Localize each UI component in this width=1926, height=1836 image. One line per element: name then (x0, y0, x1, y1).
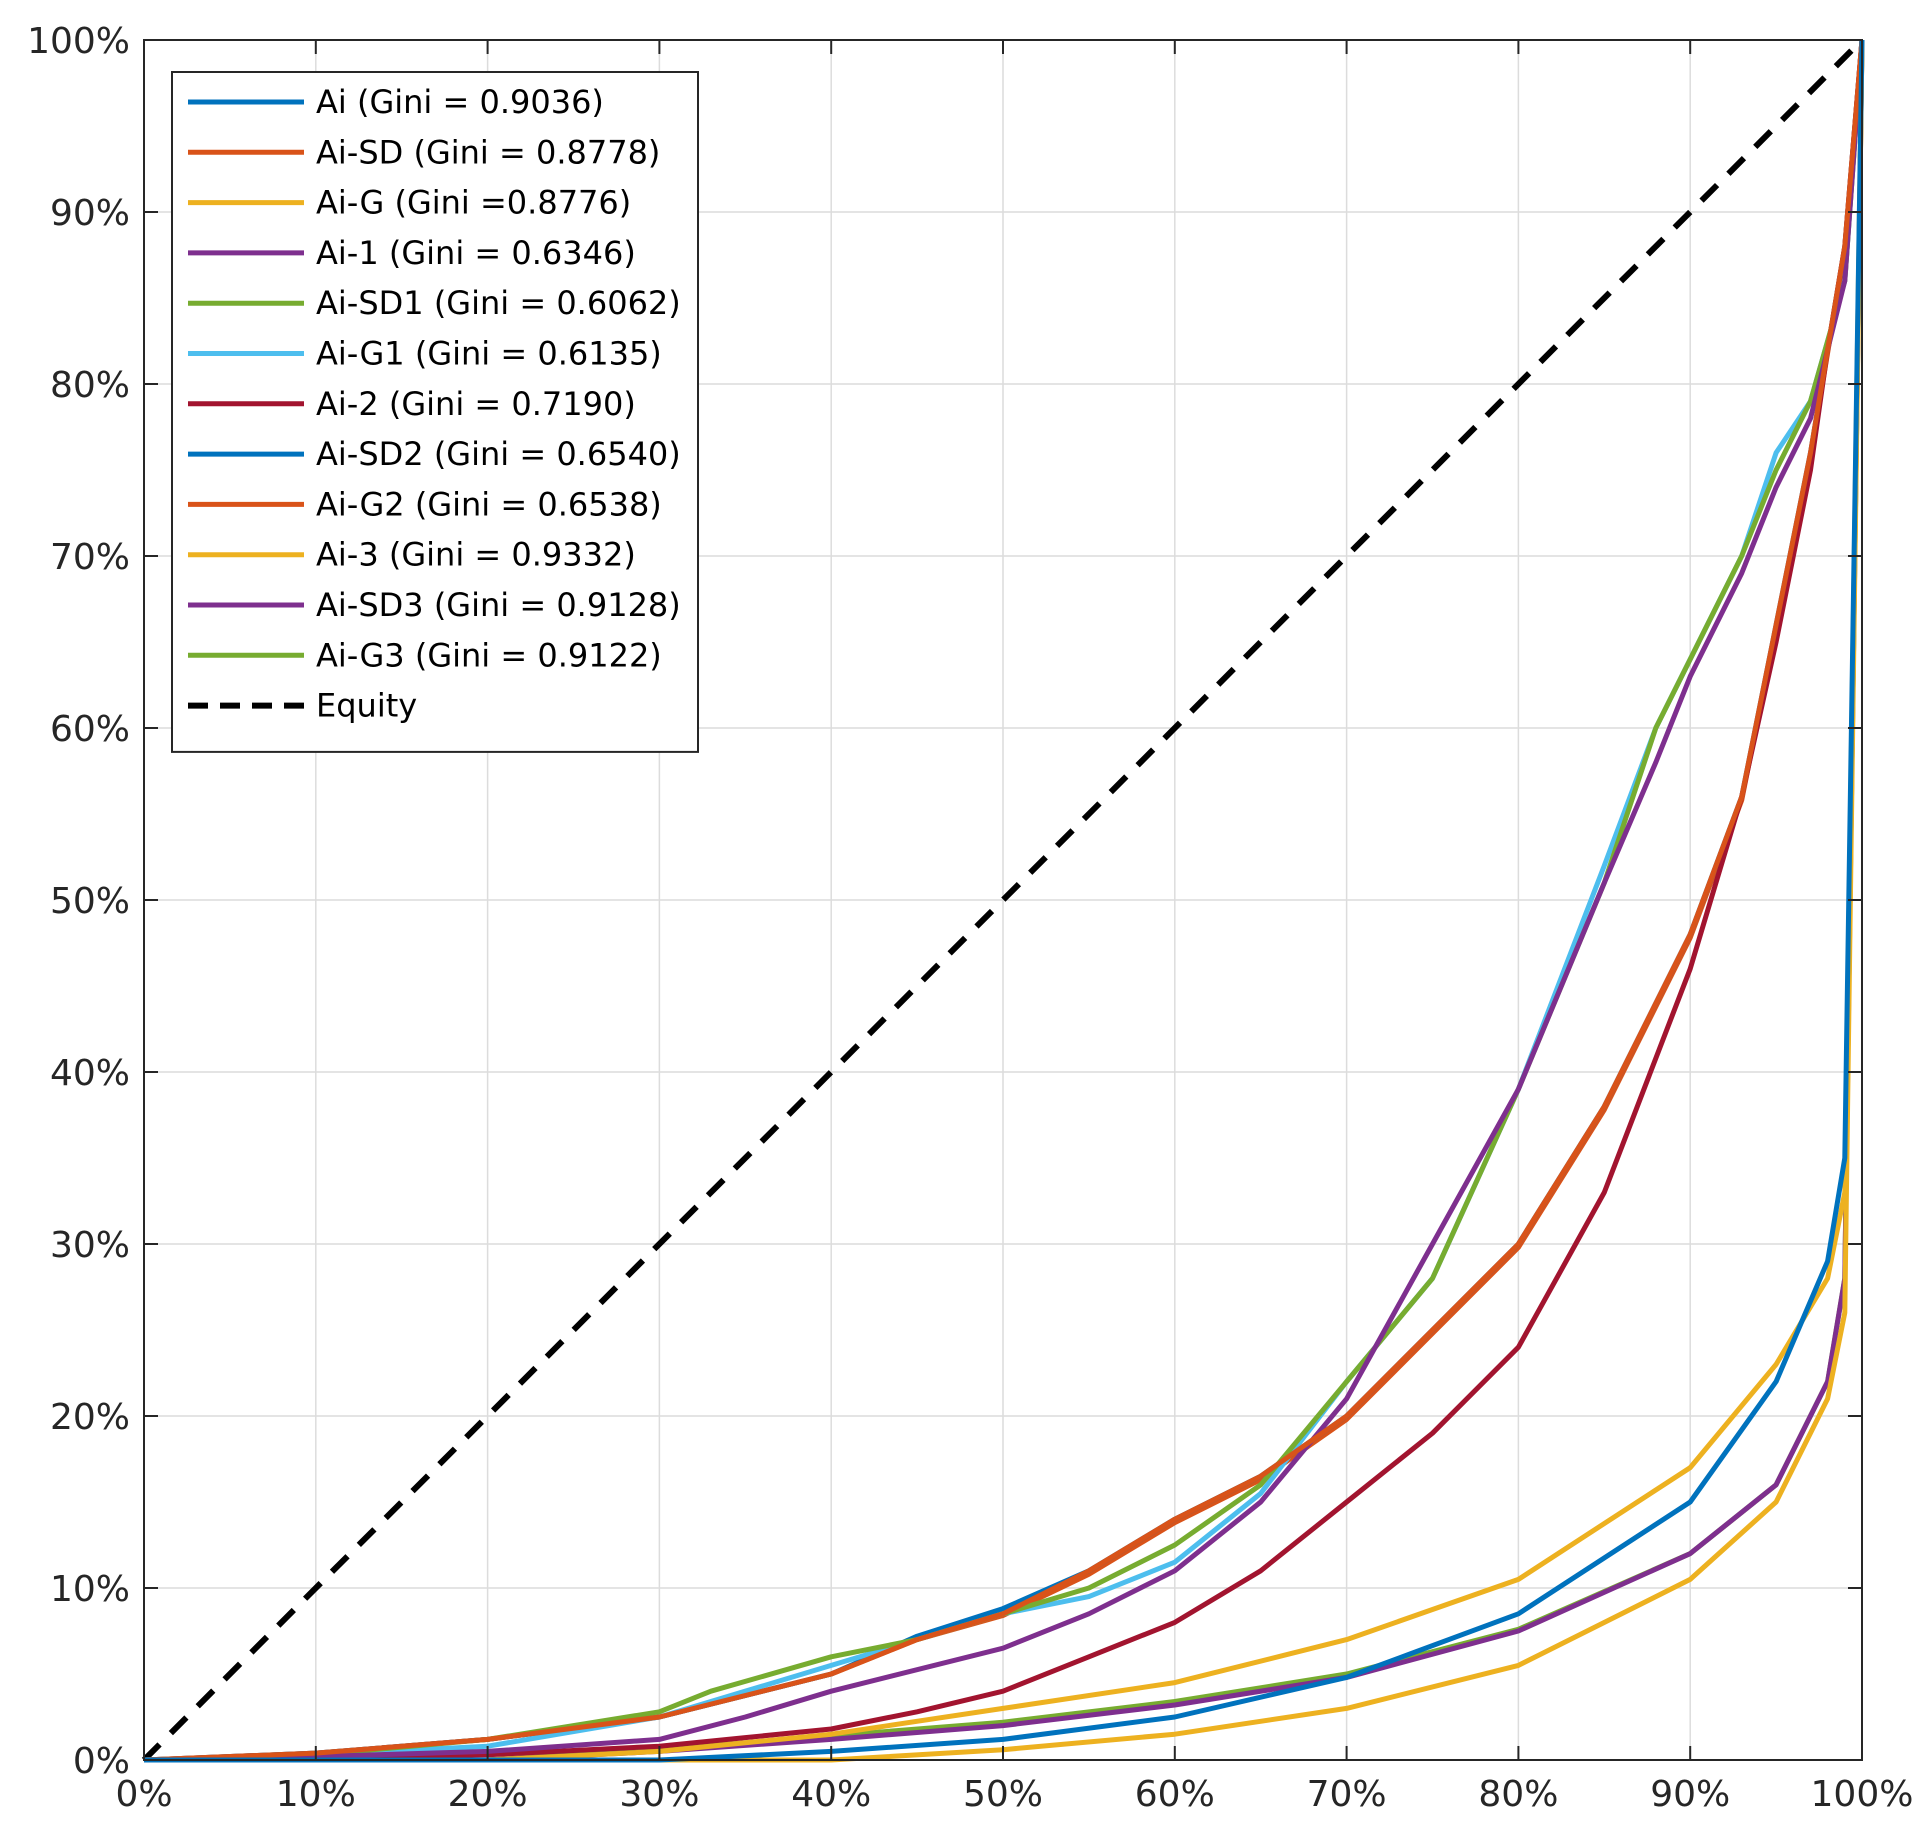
legend-label-5: Ai-G1 (Gini = 0.6135) (316, 335, 662, 373)
series-lines (141, 37, 1865, 1763)
y-tick-label: 0% (73, 1741, 130, 1782)
y-tick-label: 30% (50, 1225, 130, 1266)
x-tick-label: 90% (1650, 1774, 1730, 1815)
x-tick-label: 50% (963, 1774, 1043, 1815)
legend-label-2: Ai-G (Gini =0.8776) (316, 184, 631, 222)
legend-label-9: Ai-3 (Gini = 0.9332) (316, 536, 636, 574)
legend-label-11: Ai-G3 (Gini = 0.9122) (316, 636, 662, 674)
series-line-0 (144, 39, 1865, 1763)
legend-label-10: Ai-SD3 (Gini = 0.9128) (316, 586, 681, 624)
series-line-3 (143, 39, 1865, 1763)
x-tick-label: 80% (1478, 1774, 1558, 1815)
x-tick-label: 10% (276, 1774, 356, 1815)
y-tick-label: 10% (50, 1569, 130, 1610)
x-tick-label: 0% (115, 1774, 172, 1815)
x-tick-label: 40% (791, 1774, 871, 1815)
y-tick-label: 40% (50, 1053, 130, 1094)
legend: Ai (Gini = 0.9036) Ai-SD (Gini = 0.8778) A… (171, 71, 699, 753)
y-tick-label: 100% (27, 21, 130, 62)
legend-box (171, 71, 699, 753)
x-tick-label: 30% (619, 1774, 699, 1815)
legend-label-0: Ai (Gini = 0.9036) (316, 83, 604, 121)
series-line-4 (143, 39, 1865, 1763)
series-line-1 (143, 39, 1865, 1763)
legend-label-12: Equity (316, 687, 417, 725)
x-tick-label: 100% (1811, 1774, 1914, 1815)
series-line-12 (141, 37, 1865, 1763)
y-tick-label: 50% (50, 881, 130, 922)
legend-label-8: Ai-G2 (Gini = 0.6538) (316, 485, 662, 523)
y-tick-label: 70% (50, 537, 130, 578)
y-tick-label: 60% (50, 709, 130, 750)
series-line-6 (143, 39, 1865, 1763)
legend-label-1: Ai-SD (Gini = 0.8778) (316, 133, 660, 171)
axis-ticks: 0% 10% 20% 30% 40% 50% 60% 70% 80% 90% 100% 0% 10% 20… (27, 21, 1913, 1815)
x-tick-label: 20% (448, 1774, 528, 1815)
series-line-9 (144, 39, 1865, 1763)
y-tick-label: 80% (50, 365, 130, 406)
legend-label-3: Ai-1 (Gini = 0.6346) (316, 234, 636, 272)
x-tick-label: 70% (1307, 1774, 1387, 1815)
x-tick-label: 60% (1135, 1774, 1215, 1815)
y-tick-label: 20% (50, 1397, 130, 1438)
y-tick-label: 90% (50, 193, 130, 234)
legend-label-4: Ai-SD1 (Gini = 0.6062) (316, 284, 681, 322)
legend-label-6: Ai-2 (Gini = 0.7190) (316, 385, 636, 423)
legend-label-7: Ai-SD2 (Gini = 0.6540) (316, 435, 681, 473)
